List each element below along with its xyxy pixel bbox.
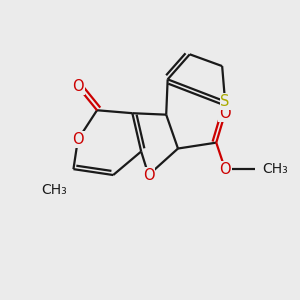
Text: O: O <box>143 167 154 182</box>
Text: O: O <box>72 132 84 147</box>
Text: O: O <box>219 162 231 177</box>
Text: CH₃: CH₃ <box>41 183 67 197</box>
Text: S: S <box>220 94 230 109</box>
Text: O: O <box>219 106 231 121</box>
Text: CH₃: CH₃ <box>262 162 288 176</box>
Text: O: O <box>72 79 84 94</box>
